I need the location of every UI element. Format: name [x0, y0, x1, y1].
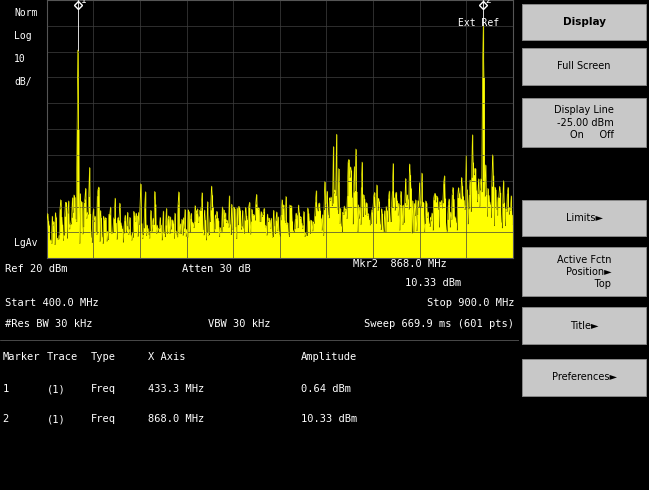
Bar	[522, 247, 646, 296]
Text: Mkr2  868.0 MHz: Mkr2 868.0 MHz	[353, 259, 447, 269]
Text: Full Screen: Full Screen	[557, 61, 611, 71]
Text: 0.64 dBm: 0.64 dBm	[301, 384, 351, 394]
Bar	[522, 98, 646, 147]
Text: Stop 900.0 MHz: Stop 900.0 MHz	[426, 298, 514, 308]
Text: dB/: dB/	[14, 77, 32, 88]
Text: Log: Log	[14, 31, 32, 41]
Text: Limits►: Limits►	[565, 213, 603, 223]
Text: Trace: Trace	[47, 352, 78, 362]
Text: Ref 20 dBm: Ref 20 dBm	[5, 264, 67, 274]
Text: 1: 1	[80, 0, 86, 4]
Text: 10: 10	[14, 54, 26, 64]
Text: Start 400.0 MHz: Start 400.0 MHz	[5, 298, 99, 308]
Text: File Operation Status, A:\SCREN128.GIF file saved: File Operation Status, A:\SCREN128.GIF f…	[5, 471, 312, 481]
Text: Marker: Marker	[3, 352, 40, 362]
Text: 10.33 dBm: 10.33 dBm	[405, 278, 461, 289]
Text: 868.0 MHz: 868.0 MHz	[148, 414, 204, 424]
Text: 2: 2	[485, 0, 491, 4]
Text: Freq: Freq	[91, 414, 116, 424]
Text: Freq: Freq	[91, 384, 116, 394]
Text: Active Fctn
Position►
     Top: Active Fctn Position► Top	[557, 254, 611, 290]
Text: Amplitude: Amplitude	[301, 352, 358, 362]
Text: Sweep 669.9 ms (601 pts): Sweep 669.9 ms (601 pts)	[364, 319, 514, 329]
Bar	[522, 359, 646, 396]
Text: X Axis: X Axis	[148, 352, 186, 362]
Text: VBW 30 kHz: VBW 30 kHz	[208, 319, 270, 329]
Bar	[522, 48, 646, 84]
Text: Type: Type	[91, 352, 116, 362]
Text: (1): (1)	[47, 414, 66, 424]
Text: 2: 2	[3, 414, 9, 424]
Text: Atten 30 dB: Atten 30 dB	[182, 264, 251, 274]
Text: Display: Display	[563, 17, 606, 27]
Text: Norm: Norm	[14, 8, 38, 18]
Text: 433.3 MHz: 433.3 MHz	[148, 384, 204, 394]
Bar	[522, 308, 646, 344]
Text: (1): (1)	[47, 384, 66, 394]
Bar	[522, 4, 646, 41]
Text: Display Line
-25.00 dBm
On     Off: Display Line -25.00 dBm On Off	[554, 105, 614, 140]
Text: 10.33 dBm: 10.33 dBm	[301, 414, 358, 424]
Text: Preferences►: Preferences►	[552, 372, 617, 382]
Text: Ext Ref: Ext Ref	[458, 18, 498, 28]
Text: 1: 1	[3, 384, 9, 394]
Text: #Res BW 30 kHz: #Res BW 30 kHz	[5, 319, 93, 329]
Bar	[522, 200, 646, 236]
Text: LgAv: LgAv	[14, 238, 38, 248]
Text: Title►: Title►	[570, 321, 598, 331]
